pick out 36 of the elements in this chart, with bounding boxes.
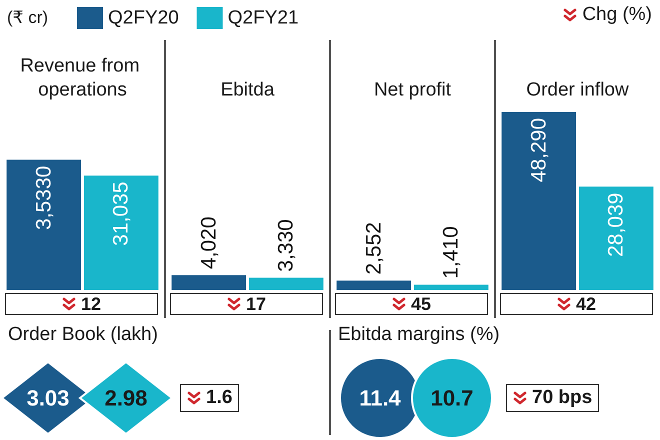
- data-label: 48,290: [527, 118, 550, 182]
- text: 2.98: [104, 386, 148, 410]
- x-tick-label: Order inflow: [526, 80, 629, 100]
- data-label: 4,020: [197, 216, 220, 270]
- legend-label: Q2FY20: [108, 8, 179, 28]
- data-label: 31,035: [110, 182, 133, 246]
- text: 17: [246, 294, 266, 314]
- data-label: 1,410: [440, 226, 463, 279]
- bar: [414, 284, 488, 290]
- data-label: 2,552: [362, 222, 386, 275]
- x-tick-label: Revenue from operations: [20, 56, 145, 100]
- bar: [84, 176, 158, 290]
- text: 3.03: [26, 386, 70, 410]
- bar: [578, 186, 654, 290]
- x-tick-label: Net profit: [374, 80, 452, 100]
- text: 12: [80, 294, 102, 314]
- text: 11.4: [359, 386, 402, 410]
- text: 1.6: [206, 387, 232, 409]
- bar: [248, 278, 324, 290]
- data-label: 28,039: [604, 192, 628, 257]
- text: 70 bps: [532, 387, 592, 409]
- bar: [502, 112, 576, 290]
- text: 45: [410, 294, 432, 314]
- bar: [172, 275, 246, 290]
- y-axis-title: (₹ cr): [7, 8, 48, 27]
- legend-label: Q2FY21: [228, 8, 299, 28]
- text: Ebitda margins (%): [338, 324, 500, 346]
- data-label: 3,5330: [32, 166, 56, 230]
- bar: [6, 160, 82, 290]
- text: Chg (%): [582, 4, 652, 25]
- bar: [336, 280, 412, 290]
- data-label: 3,330: [274, 219, 298, 272]
- text: Order Book (lakh): [8, 324, 158, 346]
- text: 42: [576, 294, 596, 314]
- text: 10.7: [430, 386, 474, 410]
- x-tick-label: Ebitda: [220, 80, 275, 100]
